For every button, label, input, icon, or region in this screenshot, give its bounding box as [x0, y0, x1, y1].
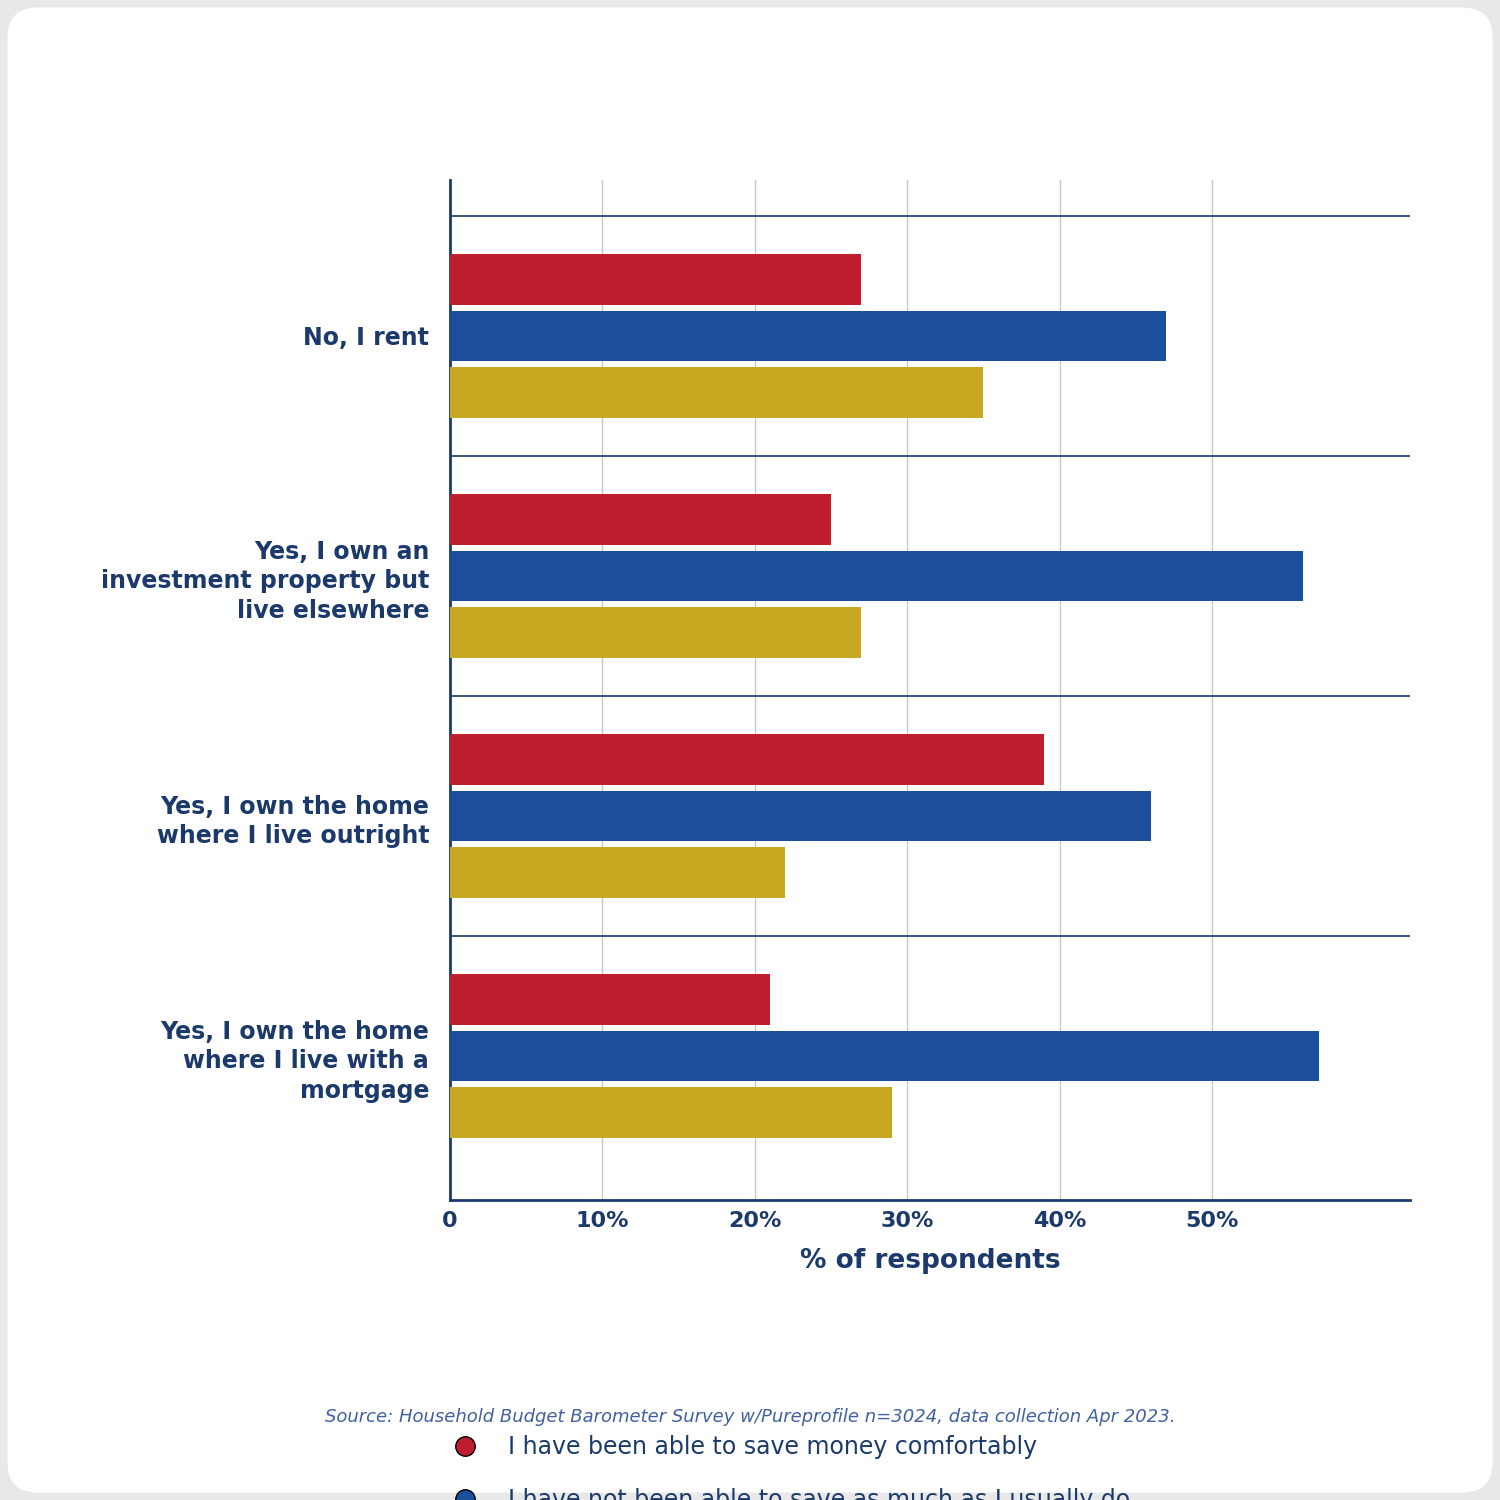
Bar: [450, 1088, 892, 1137]
Text: Source: Household Budget Barometer Survey w/Pureprofile n=3024, data collection : Source: Household Budget Barometer Surve…: [324, 1408, 1176, 1426]
Bar: [450, 550, 1304, 602]
Bar: [450, 975, 770, 1024]
X-axis label: % of respondents: % of respondents: [800, 1248, 1060, 1274]
Bar: [450, 1030, 1318, 1081]
Legend: I have been able to save money comfortably, I have not been able to save as much: I have been able to save money comfortab…: [432, 1426, 1140, 1500]
Bar: [450, 735, 1044, 784]
Bar: [450, 847, 784, 897]
Bar: [450, 495, 831, 544]
Bar: [450, 790, 1150, 842]
Bar: [450, 608, 861, 657]
Bar: [450, 368, 984, 417]
Bar: [450, 310, 1166, 362]
Bar: [450, 255, 861, 304]
FancyBboxPatch shape: [8, 8, 1492, 1492]
